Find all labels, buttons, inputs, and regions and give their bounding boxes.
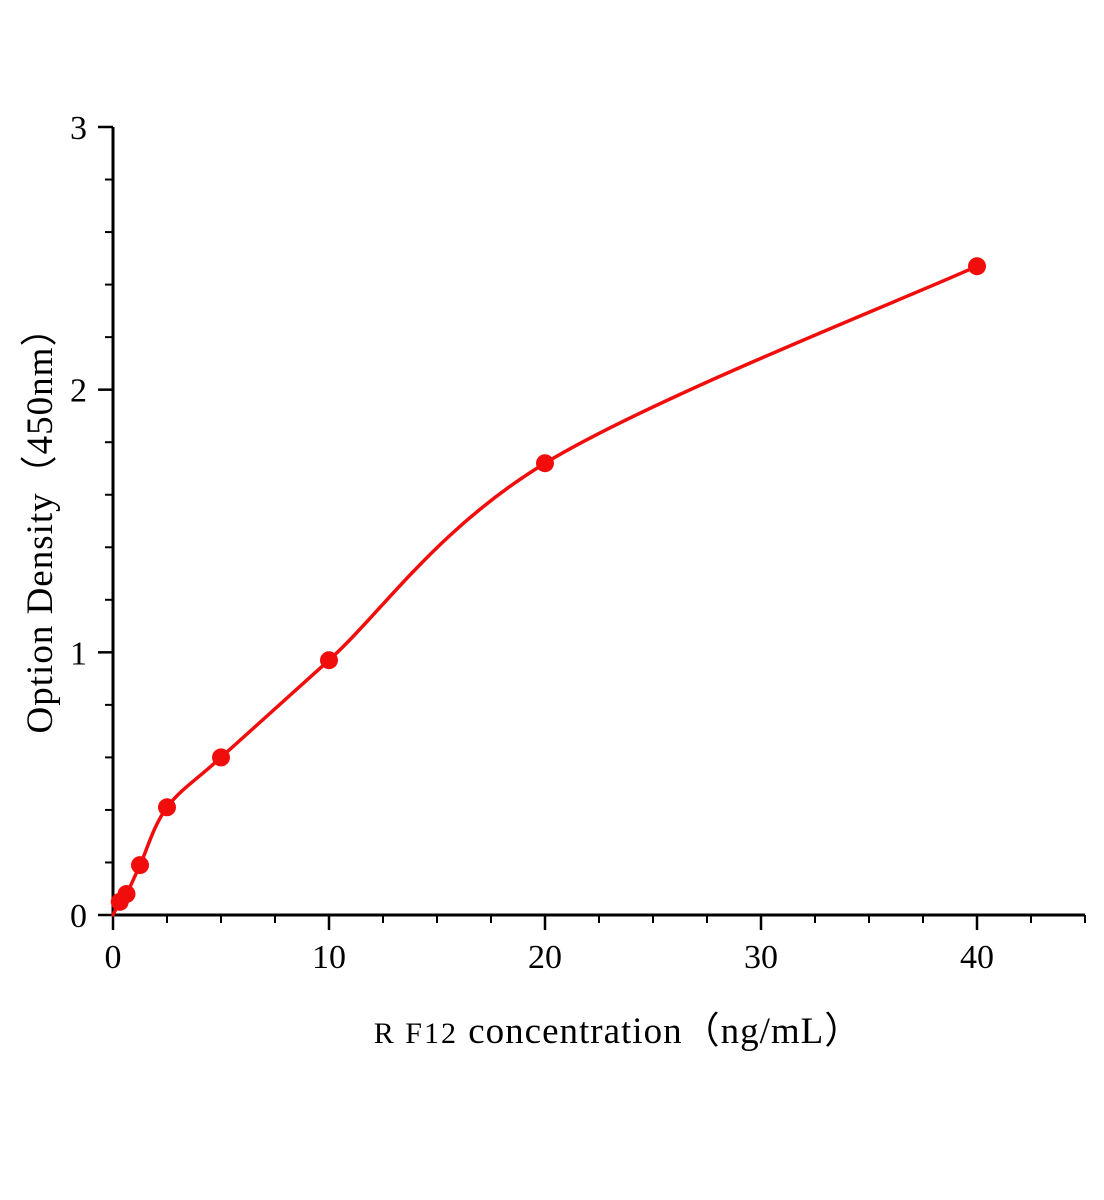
- x-axis-title: R F12 concentration（ng/mL）: [374, 1000, 862, 1054]
- y-tick-label: 2: [70, 373, 87, 410]
- x-tick-label: 30: [744, 939, 778, 976]
- y-tick-label: 3: [70, 110, 87, 147]
- x-tick-label: 40: [960, 939, 994, 976]
- x-axis-title-rest: concentration（ng/mL）: [457, 1011, 863, 1052]
- data-point: [536, 454, 554, 473]
- fit-curve: [111, 264, 979, 917]
- x-tick-label: 0: [105, 939, 122, 976]
- data-point: [212, 748, 230, 767]
- y-tick-label: 1: [70, 635, 87, 672]
- data-point: [158, 798, 176, 817]
- x-tick-label: 10: [312, 939, 346, 976]
- data-point: [320, 651, 338, 670]
- data-point: [131, 856, 149, 875]
- y-axis-title: Option Density（450nm）: [20, 308, 61, 734]
- y-tick-label: 0: [70, 898, 87, 935]
- x-tick-label: 20: [528, 939, 562, 976]
- x-axis-title-analyte: R F12: [373, 1017, 458, 1050]
- data-point: [117, 884, 136, 903]
- data-point: [968, 257, 986, 276]
